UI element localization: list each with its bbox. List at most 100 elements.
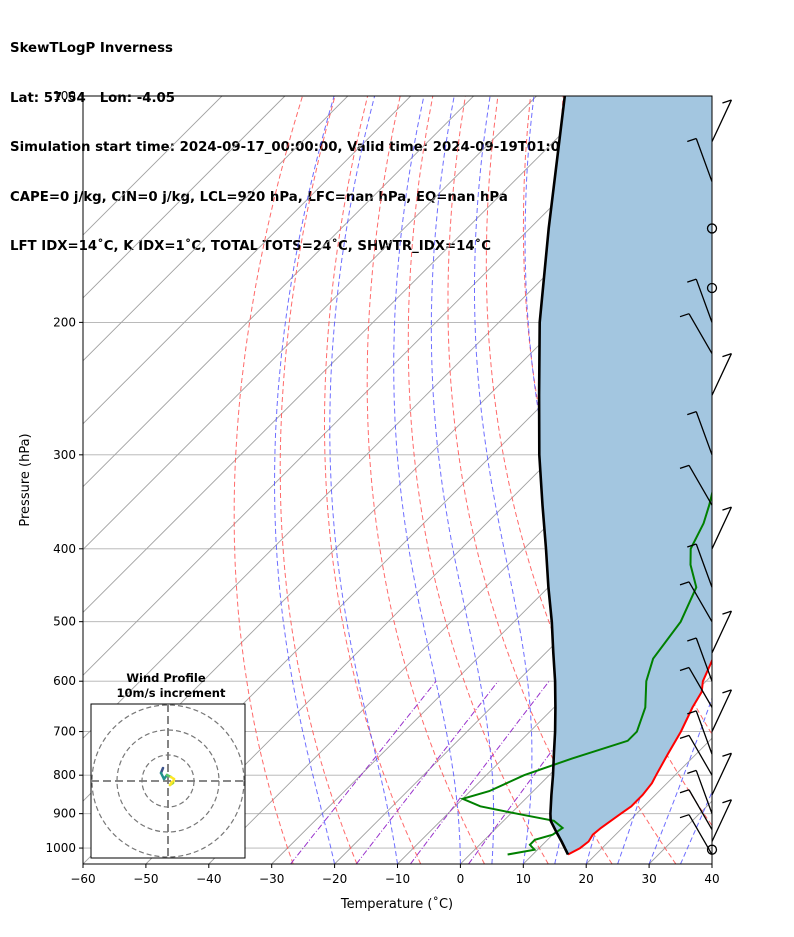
wind-barb <box>679 789 713 830</box>
wind-barb-flag <box>679 814 690 819</box>
wind-barb-flag <box>679 313 690 318</box>
parcel-path-line <box>537 96 570 856</box>
wind-barbs <box>679 99 733 855</box>
dry-adiabat-line <box>233 96 303 864</box>
isotherm-line <box>83 96 286 299</box>
x-tick-label: −30 <box>259 872 284 886</box>
y-tick-label: 200 <box>53 315 76 329</box>
wind-barb <box>679 313 713 354</box>
dry-adiabat-line <box>366 96 485 864</box>
dry-adiabat-line <box>447 96 613 864</box>
wind-barb-staff <box>711 506 733 550</box>
x-tick-label: −20 <box>322 872 347 886</box>
wind-barb-flag <box>722 99 732 104</box>
x-tick-label: −50 <box>133 872 158 886</box>
y-tick-label: 1000 <box>45 841 76 855</box>
x-axis-label: Temperature (˚C) <box>340 896 453 912</box>
wind-barb-flag <box>722 799 732 804</box>
wind-barb-staff <box>695 138 713 182</box>
profile-lines <box>459 96 712 856</box>
hodograph-title: Wind Profile <box>126 671 206 685</box>
wind-barb-staff <box>688 789 713 830</box>
axis-ticks: −60 −50 −40 −30 −20 −10 0 10 20 30 40 100 200 300 400 5… <box>45 89 719 886</box>
dry-adiabat-line <box>324 96 422 864</box>
hodograph-trace <box>168 780 174 787</box>
wind-barb-flag <box>687 710 697 715</box>
isotherm-line <box>334 485 712 864</box>
x-tick-label: −40 <box>196 872 221 886</box>
wind-barb-flag <box>679 734 690 739</box>
location-line: Lat: 57.54 Lon: -4.05 <box>10 90 176 106</box>
wind-barb <box>687 543 713 588</box>
wind-barb-staff <box>695 543 713 588</box>
wind-barb-flag <box>679 581 690 586</box>
isotherm-line <box>397 548 712 864</box>
dry-adiabat-line <box>726 96 794 864</box>
wind-barb-flag <box>679 789 690 794</box>
x-tick-label: −10 <box>385 872 410 886</box>
wind-barb-staff <box>711 353 733 396</box>
cin-shaded-area <box>539 96 712 855</box>
wind-barb-staff <box>688 465 713 506</box>
wind-barb-flag <box>722 610 732 615</box>
y-axis-label: Pressure (hPa) <box>18 433 33 526</box>
isotherm-line <box>145 297 712 864</box>
wind-barb-staff <box>695 278 713 323</box>
isotherm-line <box>83 96 474 488</box>
calm-wind-circle <box>706 223 718 234</box>
wind-barb-staff <box>711 610 733 654</box>
wind-barb <box>711 799 733 842</box>
x-tick-label: 40 <box>704 872 719 886</box>
wind-barb-flag <box>687 278 697 283</box>
y-tick-label: 900 <box>53 807 76 821</box>
mixing-ratio-line <box>355 680 499 864</box>
isotherm-line <box>83 96 663 676</box>
wind-barb-staff <box>688 313 713 354</box>
calm-wind-circle <box>706 844 718 855</box>
dry-adiabat-line <box>279 96 358 864</box>
wind-barb-staff <box>695 637 713 682</box>
wind-barb-flag <box>722 506 732 511</box>
wind-barb-flag <box>722 752 732 757</box>
isotherm-line <box>83 96 537 551</box>
wind-barb-staff <box>688 581 713 622</box>
wind-barb <box>711 752 733 796</box>
x-tick-label: 0 <box>457 872 465 886</box>
x-tick-label: 30 <box>641 872 656 886</box>
wind-barb <box>711 99 733 142</box>
wind-barb <box>711 352 733 396</box>
wind-barb-staff <box>695 710 713 755</box>
wind-barb <box>687 710 713 755</box>
wind-barb-flag <box>722 689 732 694</box>
wind-barb <box>687 769 713 814</box>
x-tick-label: 20 <box>579 872 594 886</box>
wind-barb <box>711 610 733 654</box>
wind-barb <box>687 637 713 682</box>
wind-barb-flag <box>687 637 697 642</box>
y-tick-label: 400 <box>53 542 76 556</box>
hodograph-subtitle: 10m/s increment <box>117 686 226 700</box>
isotherm-line <box>711 863 712 864</box>
y-tick-label: 800 <box>53 768 76 782</box>
wind-barb-staff <box>711 753 733 796</box>
y-tick-label: 600 <box>53 674 76 688</box>
wind-barb-flag <box>687 410 697 416</box>
wind-barb-staff <box>711 689 733 732</box>
wind-barb <box>687 410 713 456</box>
x-tick-label: −60 <box>70 872 95 886</box>
y-tick-label: 300 <box>53 448 76 462</box>
chart-title: SkewTLogP Inverness <box>10 41 173 56</box>
chart-title-block: SkewTLogP Inverness Lat: 57.54 Lon: -4.0… <box>10 8 617 272</box>
hodograph-ring <box>91 704 245 858</box>
mixing-ratio-line <box>409 680 550 864</box>
isotherm-line <box>83 96 600 614</box>
wind-barb <box>679 734 713 776</box>
cape-fill-layer <box>539 96 712 855</box>
mixing-ratio-line <box>290 680 437 864</box>
wind-barb <box>679 666 713 708</box>
wind-barb-flag <box>687 769 697 775</box>
indices-line-2: LFT IDX=14˚C, K IDX=1˚C, TOTAL TOTS=24˚C… <box>10 239 492 254</box>
wind-barb-flag <box>722 352 732 358</box>
dewpoint-line <box>459 430 712 856</box>
